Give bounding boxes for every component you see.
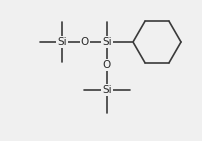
Text: O: O (80, 37, 89, 47)
Text: Si: Si (57, 37, 66, 47)
Text: Si: Si (102, 37, 111, 47)
Text: O: O (102, 60, 110, 70)
Text: Si: Si (102, 85, 111, 95)
